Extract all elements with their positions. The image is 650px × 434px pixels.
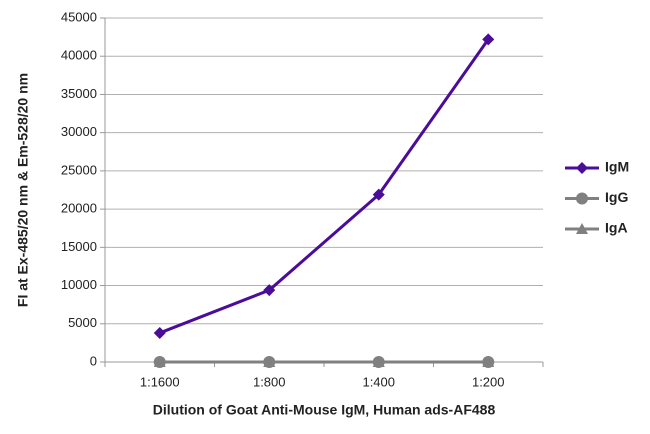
y-tick-label: 15000 [61,239,97,254]
x-tick-label: 1:400 [362,374,395,389]
y-tick-label: 30000 [61,124,97,139]
y-tick-label: 45000 [61,9,97,24]
data-point [482,356,495,368]
legend-marker [576,192,588,205]
legend-label: IgG [605,189,628,205]
legend-label: IgM [605,159,629,175]
x-tick-label: 1:200 [472,374,505,389]
y-axis-title: FI at Ex-485/20 nm & Em-528/20 nm [15,73,31,307]
legend-marker [576,162,588,174]
data-point [263,284,276,297]
data-point [372,188,385,201]
x-tick-label: 1:1600 [140,374,180,389]
legend-marker [576,223,588,234]
y-tick-label: 0 [90,353,97,368]
data-point [153,326,166,339]
y-tick-label: 20000 [61,201,97,216]
y-tick-label: 5000 [68,315,97,330]
data-point [482,33,495,46]
y-tick-label: 40000 [61,48,97,63]
series-line [159,38,490,335]
data-point [372,356,385,368]
data-point [263,356,276,368]
y-tick-label: 10000 [61,277,97,292]
x-axis-title: Dilution of Goat Anti-Mouse IgM, Human a… [153,402,496,418]
y-tick-label: 25000 [61,162,97,177]
data-point [153,356,166,368]
legend-label: IgA [605,220,628,236]
x-tick-label: 1:800 [253,374,286,389]
y-tick-label: 35000 [61,86,97,101]
